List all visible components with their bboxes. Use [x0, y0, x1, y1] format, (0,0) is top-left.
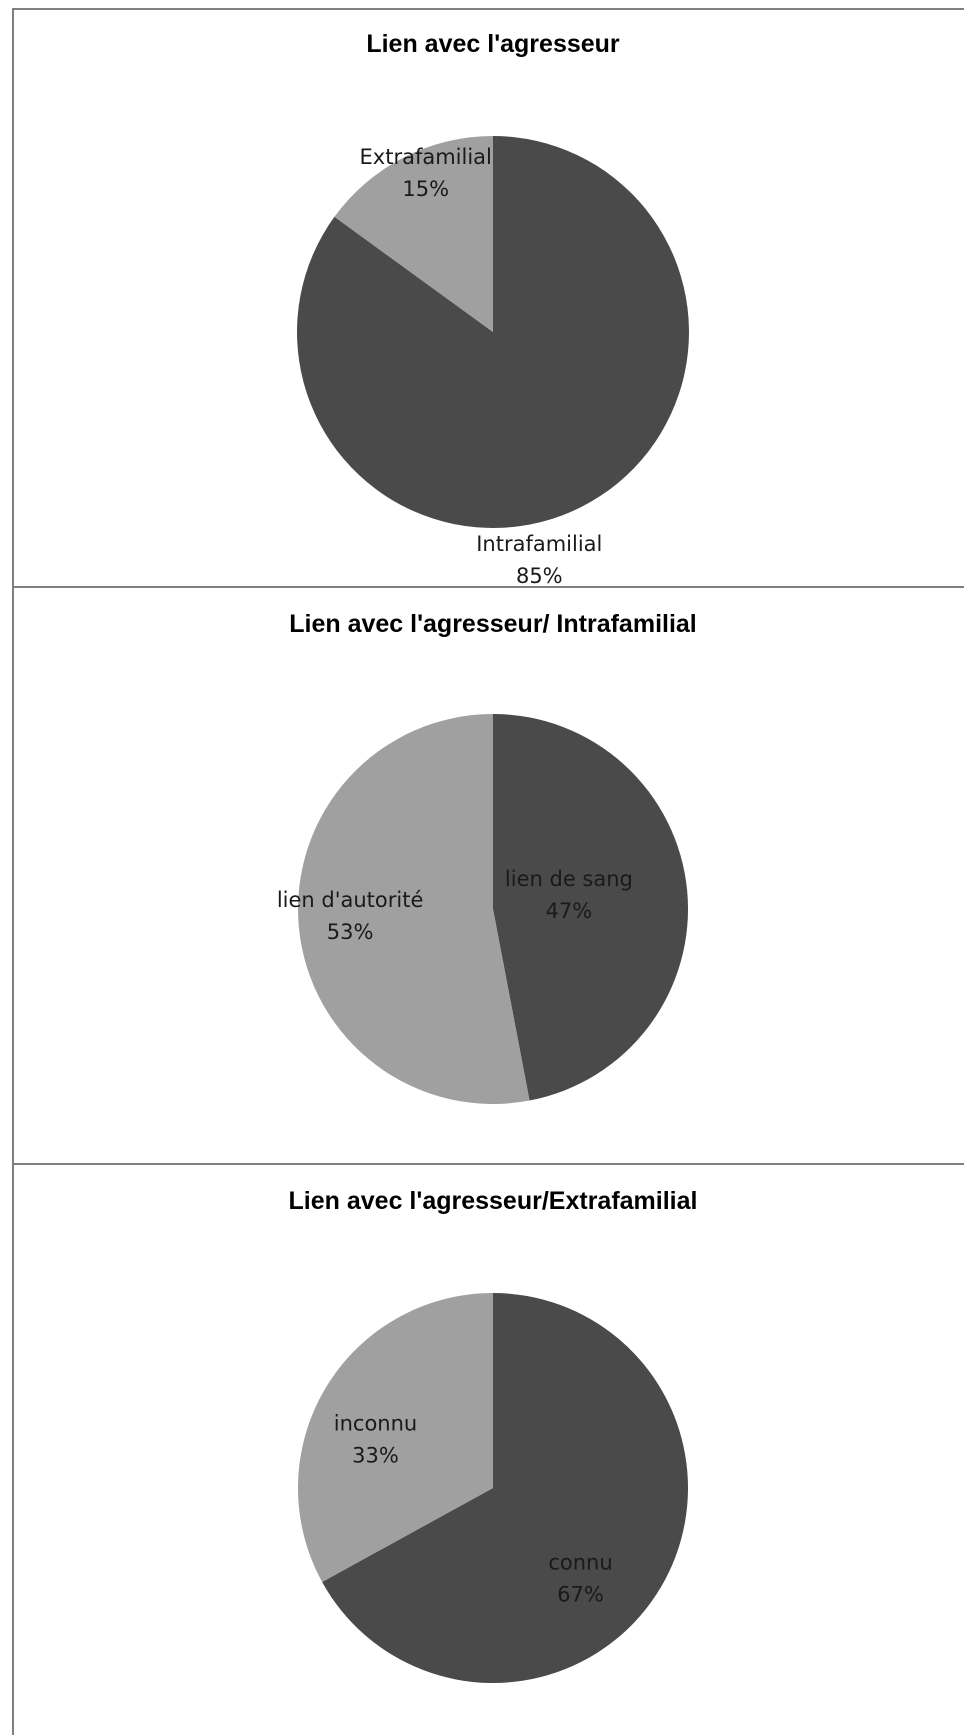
- pie-labels: Intrafamilial 85% Extrafamilial 15%: [360, 145, 603, 586]
- pie-chart-extrafamilial: Lien avec l'agresseur/Extrafamilial conn…: [289, 1187, 698, 1683]
- pie-slice-label-connu: connu: [548, 1551, 612, 1575]
- pie-slice-value-lien-de-sang: 47%: [546, 899, 593, 923]
- pie-slice-intrafamilial: [296, 136, 689, 528]
- pie-slice-inconnu: [298, 1293, 493, 1582]
- pie-slice-connu: [322, 1293, 689, 1683]
- pie-chart-intrafamilial: Lien avec l'agresseur/ Intrafamilial lie…: [277, 610, 697, 1104]
- pie-chart-panel-intrafamilial: Lien avec l'agresseur/ Intrafamilial lie…: [12, 586, 964, 1165]
- pie-slice-extrafamilial: [334, 136, 493, 332]
- chart-title: Lien avec l'agresseur: [366, 30, 620, 58]
- pie-slice-value-extrafamilial: 15%: [402, 177, 449, 201]
- pie-slice-label-lien-de-sang: lien de sang: [505, 867, 633, 891]
- pie-chart-panel-extrafamilial: Lien avec l'agresseur/Extrafamilial conn…: [12, 1163, 964, 1735]
- pie-slice-label-inconnu: inconnu: [334, 1412, 417, 1436]
- pie-slices: [296, 136, 689, 528]
- chart-title: Lien avec l'agresseur/Extrafamilial: [289, 1187, 698, 1215]
- pie-slices: [298, 714, 689, 1104]
- pie-slice-lien-d-autorite: [298, 714, 530, 1104]
- pie-slice-lien-de-sang: [493, 714, 689, 1101]
- pie-chart-agresseur: Lien avec l'agresseur Intrafamilial 85% Ex…: [296, 30, 689, 586]
- pie-slice-value-intrafamilial: 85%: [516, 564, 563, 586]
- pie-slice-label-extrafamilial: Extrafamilial: [360, 145, 492, 169]
- pie-chart-panel-agresseur: Lien avec l'agresseur Intrafamilial 85% Ex…: [12, 8, 964, 588]
- pie-slice-value-connu: 67%: [557, 1583, 604, 1607]
- pie-slice-label-lien-d-autorite: lien d'autorité: [277, 888, 424, 912]
- pie-slice-value-lien-d-autorite: 53%: [327, 920, 374, 944]
- pie-slices: [298, 1293, 689, 1683]
- pie-slice-value-inconnu: 33%: [352, 1444, 399, 1468]
- chart-title: Lien avec l'agresseur/ Intrafamilial: [289, 610, 697, 638]
- pie-slice-label-intrafamilial: Intrafamilial: [476, 532, 602, 556]
- pie-labels: connu 67% inconnu 33%: [334, 1412, 613, 1607]
- pie-labels: lien de sang 47% lien d'autorité 53%: [277, 867, 633, 944]
